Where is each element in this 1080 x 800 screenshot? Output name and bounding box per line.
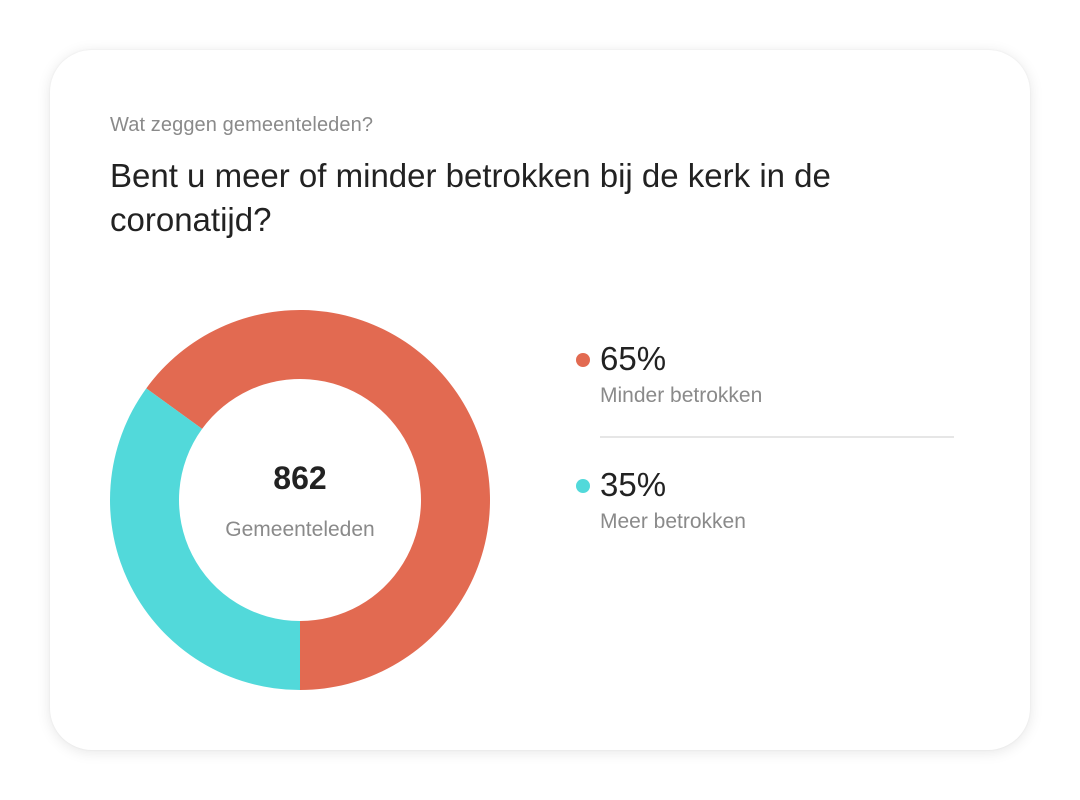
legend-dot-minder: [576, 353, 590, 367]
donut-slice-meer-betrokken: [109, 388, 300, 690]
chart-legend: 65% Minder betrokken 35% Meer betrokken: [572, 340, 956, 562]
donut-chart: 862 Gemeenteleden: [108, 308, 492, 692]
legend-divider: [600, 436, 954, 438]
donut-slice-minder-betrokken: [146, 310, 490, 690]
legend-value: 65%: [600, 340, 667, 377]
donut-svg: [109, 310, 490, 690]
legend-dot-meer: [576, 479, 590, 493]
legend-label: Minder betrokken: [600, 384, 763, 407]
legend-item-minder-betrokken: 65% Minder betrokken: [572, 340, 956, 438]
chart-card: Wat zeggen gemeenteleden? Bent u meer of…: [50, 50, 1030, 750]
card-subtitle: Wat zeggen gemeenteleden?: [110, 114, 374, 136]
legend-item-meer-betrokken: 35% Meer betrokken: [572, 466, 956, 562]
center-total: 862: [273, 460, 327, 496]
legend-label: Meer betrokken: [600, 510, 746, 533]
center-label: Gemeenteleden: [225, 518, 375, 541]
chart-question-title: Bent u meer of minder betrokken bij de k…: [110, 157, 831, 238]
legend-value: 35%: [600, 466, 667, 503]
